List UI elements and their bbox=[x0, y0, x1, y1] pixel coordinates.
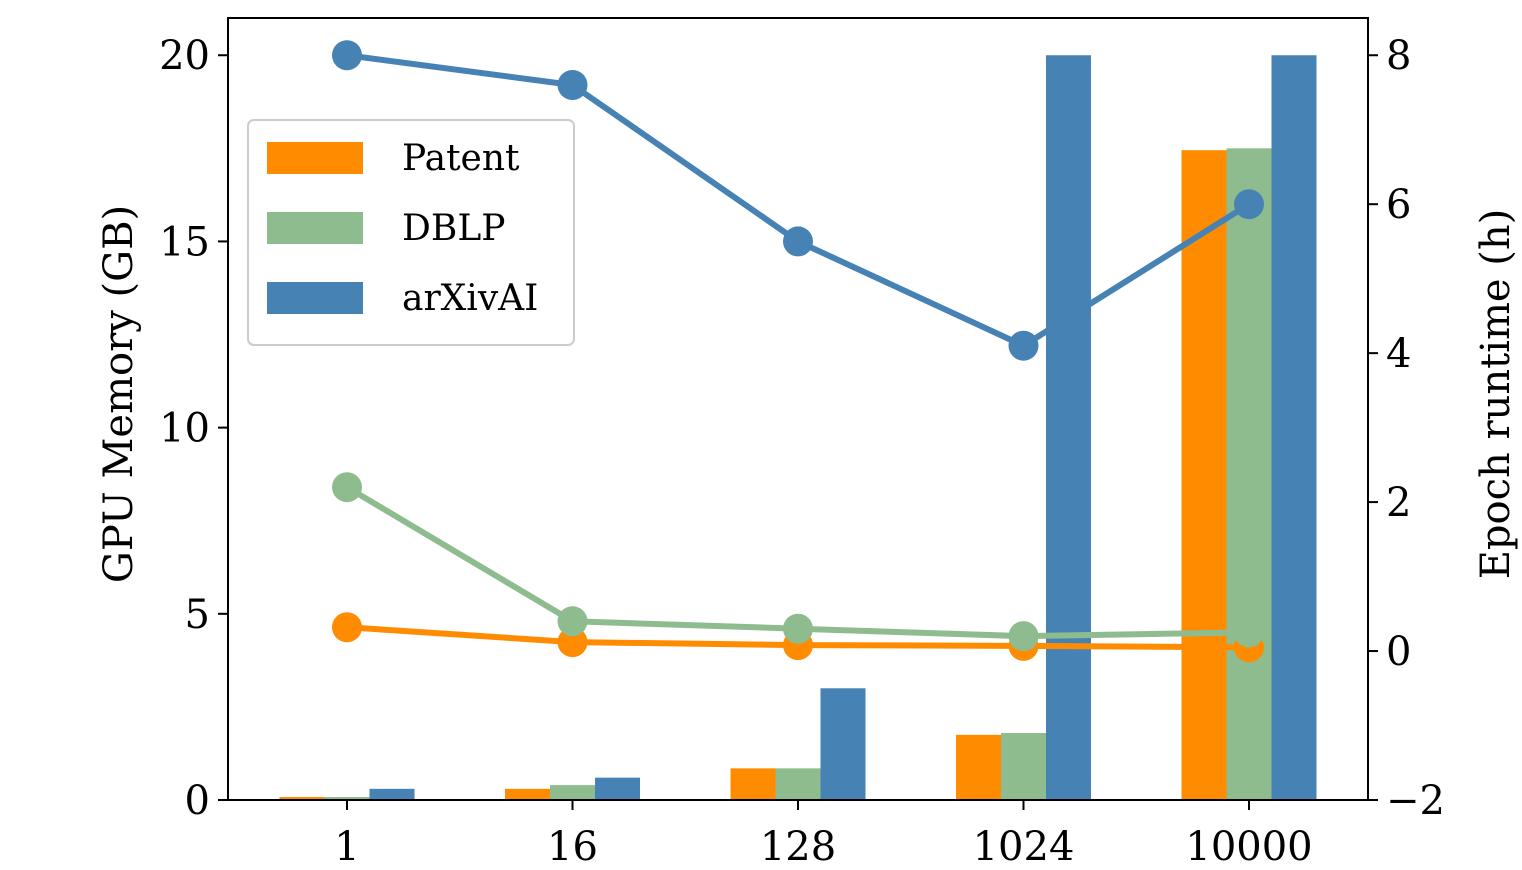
bar-dblp-1024 bbox=[1001, 732, 1046, 800]
y-tick-label: 15 bbox=[159, 219, 210, 265]
point-patent-16 bbox=[557, 627, 588, 658]
point-dblp-16 bbox=[557, 606, 588, 637]
point-patent-1 bbox=[332, 612, 362, 643]
line-layer bbox=[332, 40, 1264, 663]
bar-dblp-128 bbox=[775, 768, 821, 800]
bar-patent-10000 bbox=[1181, 150, 1227, 800]
legend-swatch-dblp bbox=[267, 212, 363, 244]
bar-arxivai-1 bbox=[369, 788, 415, 800]
x-axis: 1 16 128 1024 10000 bbox=[334, 800, 1313, 870]
bar-layer bbox=[279, 55, 1317, 801]
point-arxivai-128 bbox=[783, 226, 813, 257]
y2-tick-label: −2 bbox=[1386, 778, 1445, 824]
bar-dblp-16 bbox=[550, 785, 595, 800]
bar-dblp-1 bbox=[324, 797, 370, 800]
y2-tick-label: 0 bbox=[1386, 629, 1411, 675]
legend-label-dblp: DBLP bbox=[402, 208, 505, 249]
bar-patent-1024 bbox=[956, 734, 1001, 800]
point-arxivai-1024 bbox=[1008, 330, 1039, 361]
y2-tick-label: 4 bbox=[1386, 331, 1411, 377]
point-arxivai-16 bbox=[557, 70, 588, 101]
right-y-axis-label: Epoch runtime (h) bbox=[1473, 209, 1519, 580]
y2-tick-label: 8 bbox=[1386, 33, 1411, 79]
bar-arxivai-1024 bbox=[1046, 55, 1091, 800]
legend-label-patent: Patent bbox=[402, 138, 520, 179]
bar-dblp-10000 bbox=[1226, 148, 1272, 801]
legend-swatch-arxivai bbox=[267, 282, 363, 314]
x-tick-label: 16 bbox=[547, 824, 598, 870]
left-y-axis-label: GPU Memory (GB) bbox=[96, 205, 142, 583]
y-tick-label: 0 bbox=[185, 778, 210, 824]
point-dblp-1024 bbox=[1008, 621, 1039, 652]
bar-arxivai-128 bbox=[820, 688, 866, 800]
y2-tick-label: 6 bbox=[1386, 182, 1411, 228]
legend-swatch-patent bbox=[267, 142, 363, 174]
bar-patent-1 bbox=[279, 797, 325, 800]
y-tick-label: 5 bbox=[185, 592, 210, 638]
point-dblp-10000 bbox=[1234, 617, 1264, 648]
bar-arxivai-16 bbox=[595, 777, 640, 800]
left-y-axis: 0 5 10 15 20 bbox=[159, 33, 228, 824]
x-tick-label: 1 bbox=[334, 824, 359, 870]
y2-tick-label: 2 bbox=[1386, 480, 1411, 526]
x-tick-label: 128 bbox=[760, 824, 836, 870]
x-tick-label: 10000 bbox=[1185, 824, 1312, 870]
bar-arxivai-10000 bbox=[1271, 55, 1317, 800]
x-tick-label: 1024 bbox=[973, 824, 1075, 870]
y-tick-label: 10 bbox=[159, 406, 210, 452]
bar-patent-128 bbox=[730, 768, 776, 800]
legend-label-arxivai: arXivAI bbox=[402, 278, 538, 319]
y-tick-label: 20 bbox=[159, 33, 210, 79]
right-y-axis: −2 0 2 4 6 8 bbox=[1368, 33, 1445, 824]
point-arxivai-10000 bbox=[1234, 189, 1264, 220]
point-arxivai-1 bbox=[332, 40, 362, 71]
legend: Patent DBLP arXivAI bbox=[247, 119, 575, 346]
point-dblp-1 bbox=[332, 472, 362, 503]
bar-patent-16 bbox=[505, 788, 550, 800]
point-dblp-128 bbox=[783, 613, 813, 644]
